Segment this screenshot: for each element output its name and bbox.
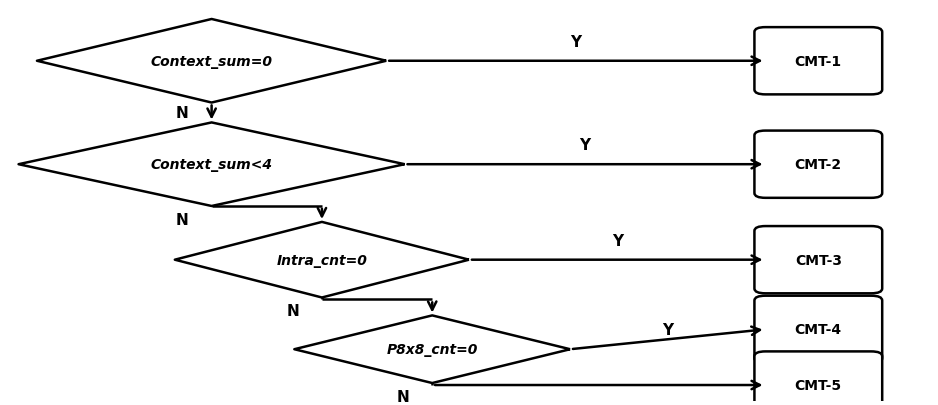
Text: Y: Y — [580, 138, 591, 153]
FancyBboxPatch shape — [754, 226, 883, 294]
FancyBboxPatch shape — [754, 296, 883, 363]
FancyBboxPatch shape — [754, 352, 883, 405]
Text: CMT-4: CMT-4 — [794, 322, 842, 337]
Text: CMT-1: CMT-1 — [794, 55, 842, 68]
Text: P8x8_cnt=0: P8x8_cnt=0 — [386, 342, 478, 356]
Text: Intra_cnt=0: Intra_cnt=0 — [277, 253, 368, 267]
Text: Context_sum=0: Context_sum=0 — [151, 55, 273, 68]
FancyBboxPatch shape — [754, 131, 883, 198]
Text: N: N — [176, 106, 189, 121]
Text: Context_sum<4: Context_sum<4 — [151, 158, 273, 172]
Text: Y: Y — [570, 35, 582, 50]
Text: CMT-5: CMT-5 — [794, 378, 842, 392]
Text: N: N — [397, 389, 409, 404]
Text: N: N — [176, 212, 189, 227]
Text: CMT-3: CMT-3 — [794, 253, 841, 267]
Text: Y: Y — [662, 322, 673, 337]
Text: N: N — [286, 304, 299, 319]
FancyBboxPatch shape — [754, 28, 883, 95]
Text: CMT-2: CMT-2 — [794, 158, 842, 172]
Text: Y: Y — [612, 233, 623, 248]
